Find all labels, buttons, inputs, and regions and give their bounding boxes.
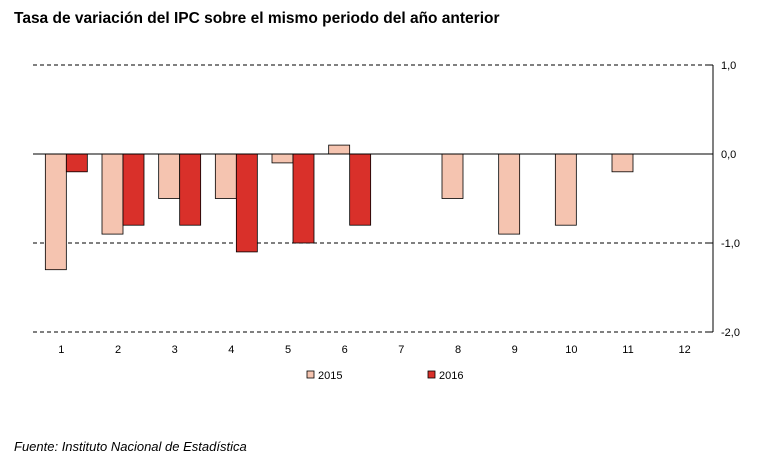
legend-swatch-2015 [306, 370, 315, 379]
legend-label-2016: 2016 [439, 370, 463, 382]
gridlines [33, 64, 713, 333]
bar-2016-3 [179, 153, 202, 226]
bars [44, 144, 634, 271]
bar-2015-4 [214, 153, 237, 199]
y-tick-label: -2,0 [721, 327, 740, 339]
y-tick-label: -1,0 [721, 238, 740, 250]
legend: 2015 2016 [306, 370, 463, 382]
bar-2016-2 [122, 153, 145, 226]
bar-2015-2 [101, 153, 124, 235]
x-tick-label: 8 [455, 344, 461, 356]
chart-title: Tasa de variación del IPC sobre el mismo… [14, 10, 500, 27]
bar-2016-4 [235, 153, 258, 253]
x-tick-label: 3 [172, 344, 178, 356]
y-tick-labels: 1,0 0,0 -1,0 -2,0 [721, 60, 740, 339]
zero-line [33, 65, 714, 332]
x-tick-label: 7 [398, 344, 404, 356]
bar-2015-6 [328, 144, 351, 155]
x-tick-label: 12 [679, 344, 691, 356]
x-tick-label: 2 [115, 344, 121, 356]
x-tick-label: 5 [285, 344, 291, 356]
bar-2016-5 [292, 153, 315, 244]
x-tick-label: 10 [565, 344, 577, 356]
y-tick-label: 1,0 [721, 60, 736, 72]
bar-2015-1 [44, 153, 67, 271]
x-tick-label: 9 [512, 344, 518, 356]
x-tick-label: 11 [622, 344, 633, 356]
x-tick-label: 6 [342, 344, 348, 356]
x-tick-label: 1 [58, 344, 64, 356]
x-tick-labels: 1 2 3 4 5 6 7 8 9 10 11 12 [58, 344, 691, 356]
bar-2016-1 [65, 153, 88, 173]
legend-label-2015: 2015 [318, 370, 342, 382]
bar-2015-8 [441, 153, 464, 199]
bar-2015-10 [554, 153, 577, 226]
bar-2015-3 [158, 153, 181, 199]
y-tick-label: 0,0 [721, 149, 736, 161]
legend-swatch-2016 [427, 370, 436, 379]
bar-2016-6 [349, 153, 372, 226]
bar-2015-5 [271, 153, 294, 164]
x-tick-label: 4 [228, 344, 234, 356]
source-note: Fuente: Instituto Nacional de Estadístic… [14, 439, 247, 454]
bar-2015-11 [611, 153, 634, 173]
bar-2015-9 [498, 153, 521, 235]
